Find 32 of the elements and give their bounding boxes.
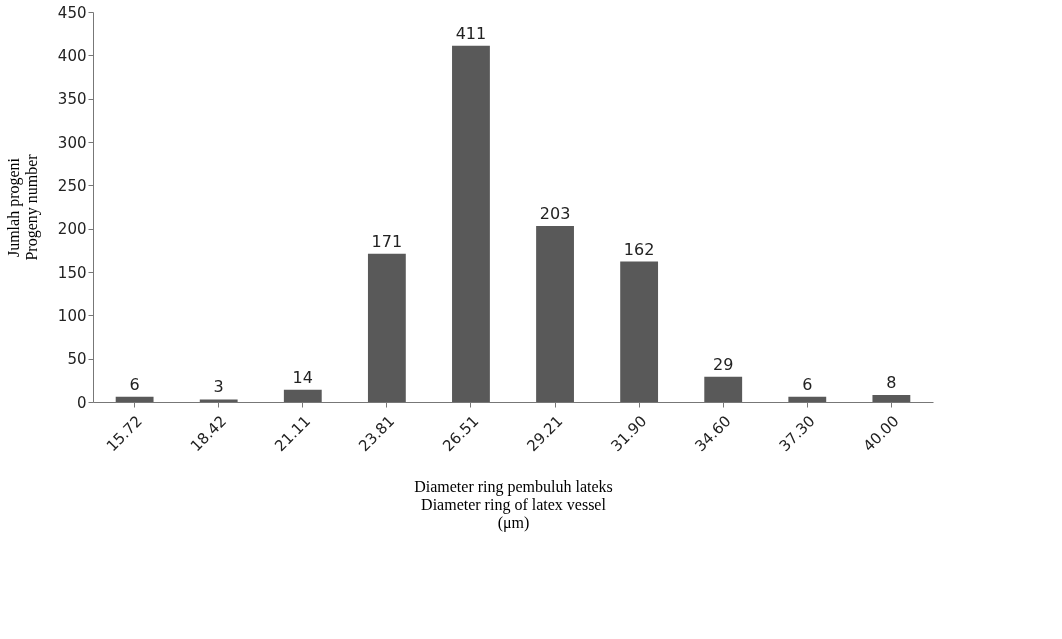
y-tick-label: 0 bbox=[76, 393, 87, 412]
bar bbox=[283, 389, 322, 402]
y-tick-label: 300 bbox=[57, 133, 87, 152]
y-tick-label: 150 bbox=[57, 263, 87, 282]
data-label: 203 bbox=[539, 204, 571, 224]
data-label: 14 bbox=[292, 367, 313, 387]
bar bbox=[536, 226, 574, 402]
y-tick-label: 50 bbox=[67, 350, 87, 369]
y-tick-label: 450 bbox=[57, 3, 87, 22]
bar bbox=[704, 376, 743, 402]
data-label: 6 bbox=[129, 374, 140, 394]
bar bbox=[620, 261, 659, 402]
data-label: 6 bbox=[802, 374, 813, 394]
data-label: 171 bbox=[371, 231, 403, 251]
bar bbox=[788, 396, 827, 402]
data-label: 3 bbox=[213, 377, 224, 397]
data-label: 162 bbox=[623, 239, 655, 259]
y-tick-label: 100 bbox=[57, 306, 87, 325]
data-label: 411 bbox=[455, 23, 487, 43]
bar bbox=[115, 396, 154, 402]
y-tick-label: 350 bbox=[57, 90, 87, 109]
y-tick-label: 400 bbox=[57, 46, 87, 65]
bar bbox=[452, 45, 490, 402]
bar bbox=[367, 253, 406, 402]
x-axis-title: Diameter ring pembuluh lateks Diameter ring of latex vessel (μm) bbox=[414, 478, 613, 533]
y-tick-label: 200 bbox=[57, 220, 87, 239]
data-label: 8 bbox=[886, 373, 897, 393]
bar bbox=[199, 399, 238, 402]
y-axis-title: Jumlah progeni Progeny number bbox=[4, 153, 41, 261]
y-tick-label: 250 bbox=[57, 176, 87, 195]
bar bbox=[872, 395, 911, 402]
data-label: 29 bbox=[713, 354, 734, 374]
